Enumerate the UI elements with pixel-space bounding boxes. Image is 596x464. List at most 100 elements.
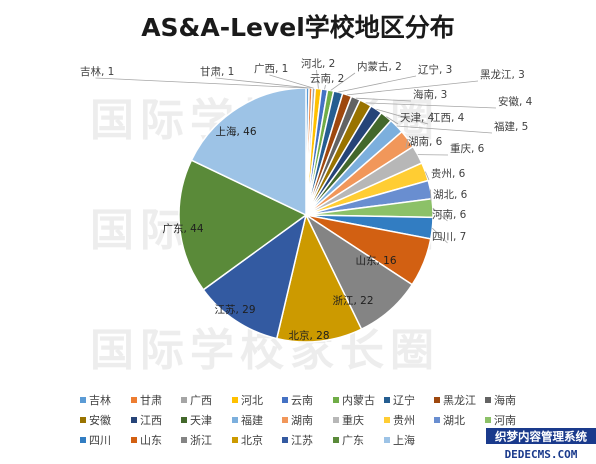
legend-label: 河北 — [241, 394, 263, 407]
legend-label: 重庆 — [342, 413, 364, 427]
legend-swatch — [333, 417, 339, 423]
leader-line — [95, 77, 308, 89]
data-label: 重庆, 6 — [450, 142, 485, 155]
data-label: 河南, 6 — [432, 208, 467, 221]
legend-item: 山东 — [131, 434, 162, 447]
legend-label: 云南 — [291, 394, 313, 407]
legend-item: 江西 — [131, 414, 162, 427]
leader-line — [432, 207, 448, 222]
legend-label: 湖北 — [443, 414, 465, 427]
legend-item: 广东 — [333, 434, 364, 447]
leader-line — [396, 125, 493, 134]
legend-swatch — [384, 397, 390, 403]
legend-label: 贵州 — [393, 414, 415, 427]
legend-item: 吉林 — [80, 393, 111, 407]
data-label: 浙江, 22 — [332, 295, 373, 307]
leader-line — [432, 227, 448, 244]
legend-swatch — [131, 437, 137, 443]
legend-swatch — [232, 397, 238, 403]
legend-item: 湖南 — [282, 414, 313, 427]
legend-item: 辽宁 — [384, 393, 415, 407]
legend-item: 安徽 — [80, 413, 111, 427]
pie-slice — [275, 212, 363, 343]
pie-slice — [178, 159, 308, 291]
pie-slice — [202, 213, 308, 340]
legend-item: 福建 — [232, 413, 263, 427]
legend-item: 湖北 — [434, 414, 465, 427]
legend-swatch — [131, 417, 137, 423]
legend-item: 海南 — [485, 393, 516, 407]
data-label: 上海, 46 — [215, 125, 256, 138]
legend-item: 广西 — [181, 394, 212, 407]
legend-item: 黑龙江 — [434, 394, 476, 407]
brand-name: 织梦内容管理系统 — [495, 430, 587, 444]
legend-swatch — [434, 397, 440, 403]
legend-swatch — [232, 437, 238, 443]
legend-label: 福建 — [241, 413, 263, 427]
legend-swatch — [80, 437, 86, 443]
leader-line — [365, 102, 497, 109]
legend-label: 江苏 — [291, 434, 313, 447]
legend-label: 山东 — [140, 434, 162, 447]
legend-label: 浙江 — [190, 434, 212, 447]
legend-swatch — [232, 417, 238, 423]
leader-line — [316, 69, 319, 89]
legend-item: 四川 — [80, 434, 111, 447]
data-label: 江苏, 29 — [214, 303, 255, 316]
legend-item: 河南 — [485, 414, 516, 427]
legend-label: 辽宁 — [393, 393, 415, 407]
legend-label: 内蒙古 — [342, 393, 375, 407]
legend-item: 河北 — [232, 394, 263, 407]
legend-swatch — [384, 437, 390, 443]
legend-swatch — [282, 397, 288, 403]
data-label: 云南, 2 — [310, 72, 344, 85]
data-label: 贵州, 6 — [431, 167, 466, 180]
legend-label: 北京 — [241, 433, 263, 447]
legend-item: 上海 — [384, 433, 415, 447]
brand-url: DEDECMS.COM — [505, 448, 578, 461]
legend-label: 甘肃 — [140, 394, 162, 407]
legend-label: 广东 — [342, 434, 364, 447]
legend-label: 上海 — [393, 433, 415, 447]
data-label: 湖北, 6 — [433, 189, 468, 201]
legend-item: 贵州 — [384, 414, 415, 427]
pie-slice — [190, 87, 307, 217]
legend-label: 河南 — [494, 414, 516, 427]
legend-swatch — [434, 417, 440, 423]
data-label: 黑龙江, 3 — [480, 68, 525, 81]
data-label: 山东, 16 — [355, 254, 396, 267]
legend-swatch — [333, 437, 339, 443]
data-label: 湖南, 6 — [408, 135, 443, 148]
legend-label: 安徽 — [89, 413, 111, 427]
legend-label: 江西 — [140, 414, 162, 427]
data-label: 海南, 3 — [413, 88, 447, 101]
legend-label: 四川 — [89, 434, 111, 447]
data-label: 福建, 5 — [494, 120, 528, 133]
legend-swatch — [181, 397, 187, 403]
legend-item: 北京 — [232, 433, 263, 447]
data-label: 甘肃, 1 — [200, 65, 234, 78]
legend-item: 江苏 — [282, 434, 313, 447]
legend-swatch — [282, 437, 288, 443]
data-labels: 吉林, 1 甘肃, 1 广西, 1 河北, 2 云南, 2 内蒙古, 2 辽宁, 3 黑龙江,… — [80, 58, 533, 342]
legend-label: 广西 — [190, 394, 212, 407]
leader-line — [269, 74, 314, 89]
legend-item: 云南 — [282, 394, 313, 407]
data-label: 安徽, 4 — [498, 95, 533, 108]
leader-line — [215, 77, 311, 89]
data-label: 吉林, 1 — [80, 65, 114, 78]
legend-label: 天津 — [190, 414, 212, 427]
legend-swatch — [333, 397, 339, 403]
legend-swatch — [282, 417, 288, 423]
legend-item: 浙江 — [181, 434, 212, 447]
legend-swatch — [131, 397, 137, 403]
brand-badge: 织梦内容管理系统 DEDECMS.COM — [486, 428, 596, 461]
legend-swatch — [485, 397, 491, 403]
legend-item: 天津 — [181, 414, 212, 427]
legend-swatch — [80, 417, 86, 423]
legend-label: 黑龙江 — [443, 394, 476, 407]
data-label: 四川, 7 — [432, 231, 466, 243]
brand-badge-bg — [486, 428, 596, 444]
